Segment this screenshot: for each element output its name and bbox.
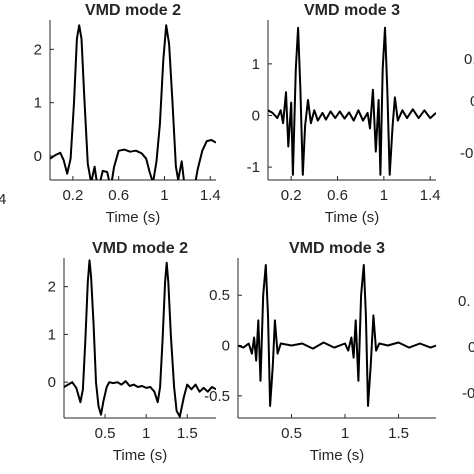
x-axis-label: Time (s) — [325, 209, 379, 226]
left-edge-fragment: 4 — [0, 191, 6, 208]
y-tick-label: 0 — [34, 148, 42, 165]
chart-panel-2: -1 0 1 0.2 0.6 1 1.4 VMD mode 3 Time (s) — [247, 2, 441, 226]
right-edge-fragment: -0.5 — [460, 145, 474, 162]
x-tick-label: 0.6 — [327, 187, 348, 204]
x-tick-label: 1 — [380, 187, 388, 204]
x-axis-label: Time (s) — [113, 447, 167, 464]
chart-title: VMD mode 2 — [85, 2, 181, 19]
y-tick-label: -0.5 — [204, 388, 230, 405]
y-tick-label: 0 — [48, 374, 56, 391]
chart-title: VMD mode 3 — [289, 240, 385, 257]
series-line — [268, 26, 436, 176]
y-tick-label: 1 — [48, 326, 56, 343]
x-tick-label: 0.2 — [62, 187, 83, 204]
x-tick-label: 1.5 — [177, 425, 198, 442]
chart-title: VMD mode 3 — [304, 2, 400, 19]
x-tick-label: 1.4 — [200, 187, 221, 204]
x-tick-label: 0.5 — [281, 425, 302, 442]
y-tick-label: 1 — [252, 56, 260, 73]
x-tick-label: 0.2 — [281, 187, 302, 204]
right-edge-fragment: -0. — [462, 385, 474, 402]
y-tick-label: 0.5 — [209, 287, 230, 304]
chart-title: VMD mode 2 — [92, 240, 188, 257]
right-edge-fragment: 0 — [468, 339, 474, 356]
right-edge-fragment: 0. — [458, 293, 471, 310]
x-tick-label: 1 — [341, 425, 349, 442]
x-tick-label: 0.5 — [95, 425, 116, 442]
series-line — [238, 264, 436, 407]
series-line — [50, 24, 216, 180]
right-edge-fragment: 0.5 — [464, 51, 474, 68]
y-tick-label: 0 — [252, 107, 260, 124]
y-tick-label: -1 — [247, 159, 260, 176]
chart-panel-3: 0 1 2 0.5 1 1.5 VMD mode 2 Time (s) — [48, 240, 216, 464]
x-tick-label: 0.6 — [108, 187, 129, 204]
y-tick-label: 2 — [48, 279, 56, 296]
right-edge-fragment: 0 — [470, 93, 474, 110]
x-axis-label: Time (s) — [310, 447, 364, 464]
x-tick-label: 1 — [160, 187, 168, 204]
x-tick-label: 1.5 — [388, 425, 409, 442]
chart-panel-4: -0.5 0 0.5 0.5 1 1.5 VMD mode 3 Time (s) — [204, 240, 436, 464]
x-tick-label: 1.4 — [420, 187, 441, 204]
x-tick-label: 1 — [142, 425, 150, 442]
x-axis-label: Time (s) — [106, 209, 160, 226]
y-tick-label: 2 — [34, 41, 42, 58]
y-tick-label: 0 — [222, 338, 230, 355]
y-tick-label: 1 — [34, 95, 42, 112]
cropped-neighbor-labels: 4 0.5 0 -0.5 0. 0 -0. — [0, 51, 474, 402]
chart-panel-1: 0 1 2 0.2 0.6 1 1.4 VMD mode 2 Time (s) — [34, 2, 221, 226]
series-line — [64, 259, 216, 418]
